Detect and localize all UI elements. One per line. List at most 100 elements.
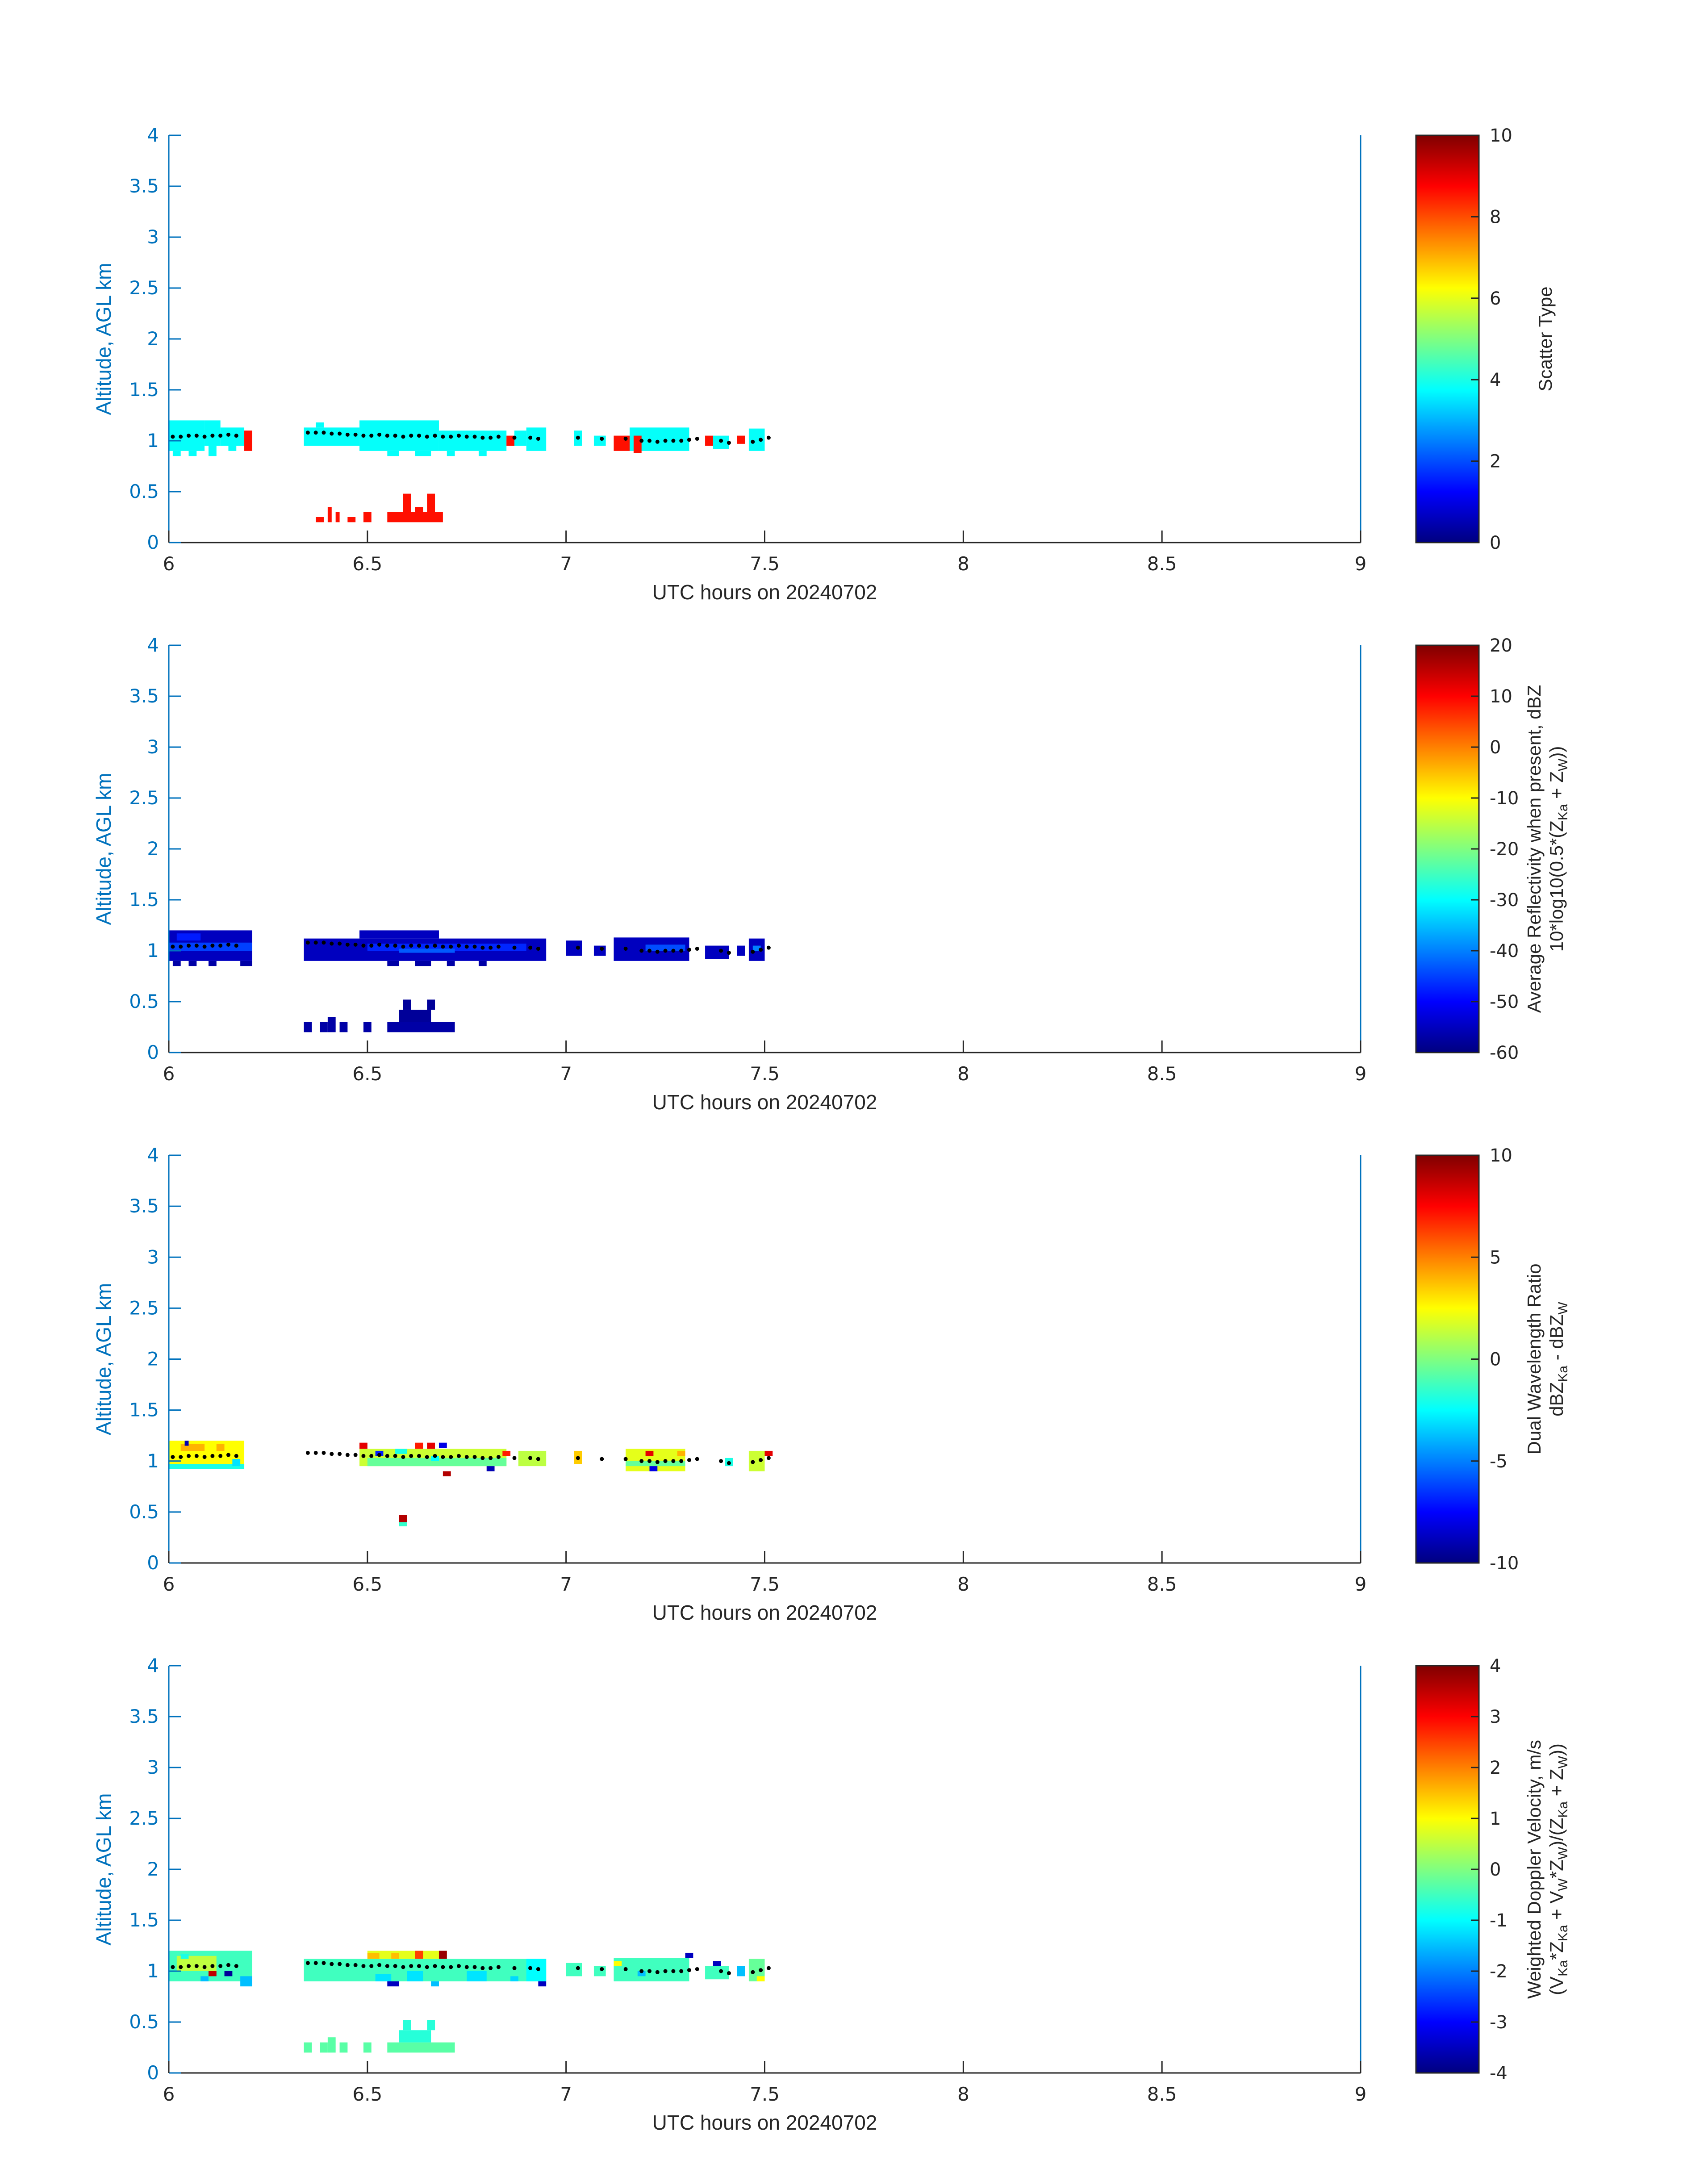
cloud-base-point [202, 1455, 207, 1459]
cloud-base-point [338, 941, 342, 946]
heatmap-cell [438, 1951, 447, 1959]
cloud-base-point [727, 1461, 731, 1465]
y-tick-label: 1 [147, 1960, 159, 1982]
colorbar-label: Scatter Type [1535, 286, 1556, 391]
cloud-base-point [171, 435, 175, 439]
heatmap-cell [399, 1522, 407, 1526]
cloud-base-point [322, 940, 326, 945]
colorbar-tick-label: 10 [1490, 1145, 1512, 1166]
x-tick-label: 9 [1355, 553, 1367, 575]
heatmap-cell [438, 1442, 447, 1448]
cloud-base-point [679, 439, 684, 443]
cloud-base-point [456, 944, 461, 948]
x-tick-label: 9 [1355, 2083, 1367, 2105]
cloud-base-point [433, 434, 437, 438]
cloud-base-point [623, 1457, 628, 1461]
cloud-base-point [401, 944, 405, 949]
cloud-base-point [361, 1454, 366, 1458]
cloud-base-point [210, 1964, 215, 1968]
cloud-base-point [441, 944, 445, 949]
cloud-base-point [695, 946, 699, 951]
cloud-base-point [727, 951, 731, 955]
cloud-base-point [353, 942, 358, 947]
cloud-base-point [226, 942, 230, 947]
heatmap-cell [403, 2020, 411, 2031]
colorbar-label-line-1: Average Reflectivity when present, dBZ [1524, 685, 1545, 1013]
cloud-base-point [345, 1453, 350, 1457]
heatmap-cell [184, 1441, 189, 1446]
cloud-base-point [528, 435, 533, 440]
cloud-base-point [171, 944, 175, 949]
colorbar-tick-label: -20 [1490, 839, 1519, 860]
colorbar-gradient [1415, 1665, 1480, 2074]
cloud-base-point [719, 949, 723, 953]
cloud-base-point [496, 1965, 501, 1969]
y-tick-label: 3.5 [129, 685, 159, 707]
colorbar-tick-label: 4 [1490, 370, 1501, 390]
heatmap-cell [367, 1458, 507, 1467]
cloud-base-point [345, 432, 350, 437]
x-tick-label: 8 [957, 1063, 969, 1085]
cloud-base-point [679, 1969, 684, 1973]
cloud-base-point [512, 435, 517, 440]
cloud-base-point [425, 1455, 429, 1459]
colorbar: -10 -5 0 5 10 Dual Wavelength Ratio dBZKa - dB… [1415, 1145, 1570, 1574]
cloud-base-point [600, 436, 604, 441]
heatmap-cell [387, 512, 443, 522]
cloud-base-point [472, 1455, 477, 1459]
x-tick-label: 7 [560, 1573, 572, 1595]
x-tick-label: 6 [163, 1063, 175, 1085]
cloud-base-point [600, 1967, 604, 1971]
cloud-base-point [313, 1961, 318, 1965]
y-tick-label: 0.5 [129, 1501, 159, 1523]
cloud-base-point [345, 1963, 350, 1967]
cloud-base-point [361, 944, 366, 948]
cloud-base-point [305, 1961, 310, 1965]
heatmap-cell [387, 1981, 400, 1987]
cloud-base-point [766, 1456, 771, 1460]
heatmap-cell [399, 2030, 431, 2043]
x-tick-label: 6.5 [352, 553, 382, 575]
heatmap-cell [320, 1022, 328, 1032]
cloud-base-point [480, 1966, 485, 1970]
cloud-base-point [449, 944, 453, 949]
heatmap-cell [232, 1459, 241, 1467]
heatmap-cell [427, 999, 435, 1010]
heatmap-cell [478, 451, 487, 456]
heatmap-cell [713, 1961, 721, 1966]
heatmap-cell [502, 1450, 511, 1456]
cloud-base-point [234, 1964, 238, 1968]
cloud-base-point [202, 1965, 207, 1969]
cloud-base-point [330, 1452, 334, 1456]
cloud-base-point [194, 434, 199, 438]
x-tick-label: 8.5 [1147, 1573, 1177, 1595]
y-tick-label: 2 [147, 1858, 159, 1880]
heatmap-cell [375, 1974, 392, 1981]
heatmap-cell [304, 2042, 312, 2053]
colorbar-tick-label: 0 [1490, 533, 1501, 553]
cloud-base-point [449, 1455, 453, 1459]
y-axis-label: Altitude, AGL km [92, 263, 115, 415]
cloud-base-point [647, 439, 651, 443]
cloud-base-point [179, 944, 183, 949]
colorbar-tick-label: -10 [1490, 788, 1519, 809]
cloud-base-point [409, 1964, 413, 1968]
cloud-base-point [600, 946, 604, 951]
cloud-base-point [489, 1456, 493, 1460]
cloud-base-point [409, 944, 413, 948]
cloud-base-point [210, 434, 215, 438]
cloud-base-point [322, 430, 326, 435]
heatmap-cell [320, 2042, 328, 2053]
heatmap-cell [538, 1981, 547, 1987]
heatmap-cell [637, 1971, 646, 1976]
colorbar-gradient [1415, 1154, 1480, 1564]
colorbar-tick-label: 10 [1490, 686, 1512, 707]
colorbar-tick-label: -30 [1490, 890, 1519, 911]
heatmap-cell [427, 493, 435, 512]
x-tick-label: 8 [957, 553, 969, 575]
cloud-base-point [353, 1963, 358, 1967]
colorbar-tick-label: 3 [1490, 1707, 1501, 1727]
heatmap-cell [566, 1963, 582, 1976]
x-tick-label: 6.5 [352, 1063, 382, 1085]
cloud-base-point [480, 435, 485, 440]
